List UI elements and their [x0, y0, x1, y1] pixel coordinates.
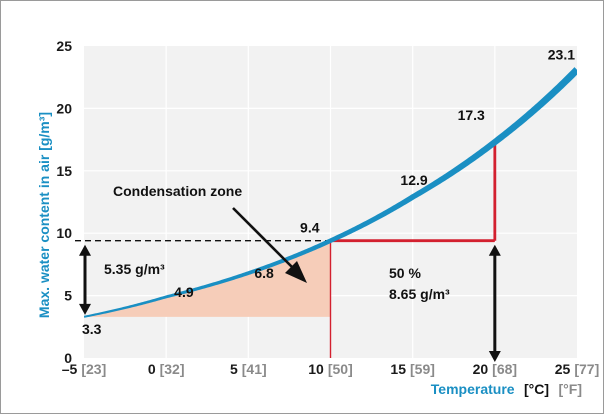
- x-axis-label: Temperature [°C] [°F]: [431, 381, 582, 398]
- x-tick-celsius: 0: [148, 361, 156, 377]
- x-tick-celsius: 20: [473, 361, 489, 377]
- x-tick-celsius: 25: [555, 361, 571, 377]
- condensation-zone-area: [84, 240, 331, 317]
- x-tick-celsius: –5: [62, 361, 78, 377]
- x-tick-fahrenheit: [59]: [410, 361, 435, 377]
- x-tick-label: 5 [41]: [230, 361, 267, 377]
- difference-arrow: [79, 244, 91, 315]
- data-point-label: 4.9: [174, 284, 194, 300]
- x-tick-label: –5 [23]: [62, 361, 106, 377]
- y-tick-label: 25: [56, 38, 72, 54]
- y-tick-label: 0: [64, 350, 72, 366]
- x-tick-celsius: 5: [230, 361, 238, 377]
- x-tick-label: 10 [50]: [308, 361, 352, 377]
- x-tick-fahrenheit: [50]: [328, 361, 353, 377]
- difference-arrow-head-bottom: [79, 303, 91, 315]
- difference-label: 5.35 g/m³: [104, 261, 165, 277]
- x-tick-fahrenheit: [23]: [81, 361, 106, 377]
- data-point-label: 17.3: [458, 107, 485, 123]
- x-axis-label-celsius: [°C]: [524, 381, 549, 397]
- y-axis-label: Max. water content in air [g/m³]: [36, 112, 52, 318]
- relative-humidity-arrow-head-top: [488, 244, 501, 256]
- data-point-label: 6.8: [254, 265, 274, 281]
- rh-percent-label: 50 %: [389, 265, 421, 281]
- relative-humidity-arrow: [488, 244, 501, 362]
- data-point-label: 12.9: [400, 172, 427, 188]
- condensation-pointer-head: [285, 261, 307, 283]
- data-point-label: 3.3: [82, 321, 102, 337]
- x-tick-fahrenheit: [32]: [160, 361, 185, 377]
- x-tick-label: 0 [32]: [148, 361, 185, 377]
- rh-value-label: 8.65 g/m³: [389, 286, 450, 302]
- x-tick-fahrenheit: [68]: [492, 361, 517, 377]
- y-tick-label: 20: [56, 100, 72, 116]
- x-tick-fahrenheit: [77]: [574, 361, 599, 377]
- difference-arrow-head-top: [79, 244, 91, 256]
- y-tick-label: 10: [56, 225, 72, 241]
- condensation-pointer-shaft: [232, 207, 297, 272]
- y-tick-label: 15: [56, 163, 72, 179]
- condensation-zone-label: Condensation zone: [113, 183, 242, 199]
- x-tick-label: 20 [68]: [473, 361, 517, 377]
- data-point-label: 9.4: [300, 220, 320, 236]
- x-tick-label: 15 [59]: [390, 361, 434, 377]
- relative-humidity-arrow-head-bottom: [488, 351, 501, 362]
- y-tick-label: 5: [64, 288, 72, 304]
- x-tick-celsius: 10: [308, 361, 324, 377]
- condensation-pointer-arrow: [232, 207, 307, 283]
- x-tick-fahrenheit: [41]: [242, 361, 267, 377]
- x-axis-label-fahrenheit: [°F]: [559, 381, 582, 397]
- x-tick-celsius: 15: [390, 361, 406, 377]
- data-point-label: 23.1: [548, 47, 575, 63]
- x-tick-label: 25 [77]: [555, 361, 599, 377]
- x-axis-label-primary: Temperature: [431, 381, 515, 397]
